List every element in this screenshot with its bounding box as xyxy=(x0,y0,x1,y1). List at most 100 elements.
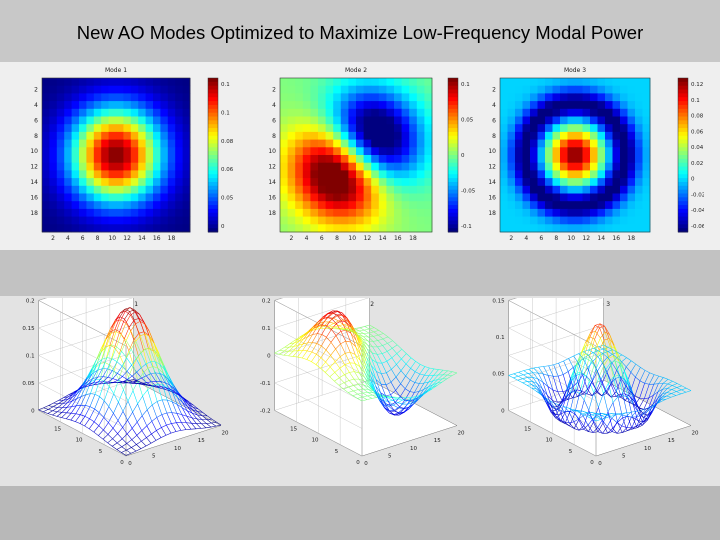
surface-mesh-line xyxy=(92,369,98,374)
heatmap-cell xyxy=(145,224,154,233)
surface-mesh-line xyxy=(622,430,628,433)
surface-mesh-line xyxy=(361,346,367,362)
surface-mesh-line xyxy=(327,310,333,315)
heatmap-cell xyxy=(153,208,161,217)
surface-mesh-line xyxy=(368,336,374,338)
heatmap-cell xyxy=(522,78,531,87)
heatmap-cell xyxy=(612,85,621,94)
surface-mesh-line xyxy=(335,343,341,350)
surface-mesh-line xyxy=(681,385,687,389)
surface-mesh-line xyxy=(404,391,411,401)
surface-mesh-line xyxy=(338,320,344,325)
surface-mesh-line xyxy=(89,418,95,423)
surface-mesh-line xyxy=(191,423,197,429)
surface-mesh-line xyxy=(642,417,648,420)
heatmap-cell xyxy=(605,78,613,87)
surface-mesh-line xyxy=(38,407,44,410)
heatmap-cell xyxy=(567,185,576,194)
colorbar-tick: 0 xyxy=(461,153,465,159)
surface-mesh-line xyxy=(404,379,411,389)
surface-mesh-line xyxy=(590,348,597,362)
surface-mesh-line xyxy=(138,333,144,351)
surface-mesh-line xyxy=(622,395,628,417)
surface-mesh-line xyxy=(359,327,365,331)
surface-mesh-line xyxy=(597,356,603,363)
heatmap-cell xyxy=(167,170,176,179)
surface-mesh-line xyxy=(334,368,340,373)
surface-y-tick: 0 xyxy=(120,460,124,466)
surface-mesh-line xyxy=(126,364,132,372)
surface-mesh-line xyxy=(552,376,559,392)
colorbar-segment xyxy=(678,208,688,214)
heatmap-cell xyxy=(333,108,342,117)
surface-mesh-line xyxy=(350,341,356,355)
surface-z-tick: 0.15 xyxy=(22,326,35,332)
heatmap-y-tick: 10 xyxy=(30,148,38,155)
surface-mesh-line xyxy=(156,414,162,418)
heatmap-cell xyxy=(363,139,372,148)
heatmap-cell xyxy=(507,78,516,87)
heatmap-cell xyxy=(56,170,65,179)
heatmap-cell xyxy=(500,193,508,202)
heatmap-cell xyxy=(552,108,561,117)
surface-mesh-line xyxy=(532,372,539,380)
heatmap-x-tick: 14 xyxy=(138,235,146,242)
surface-mesh-line xyxy=(157,383,163,400)
surface-mesh-line xyxy=(605,362,611,370)
surface-mesh-line xyxy=(171,423,177,432)
heatmap-cell xyxy=(333,216,342,225)
surface-mesh-line xyxy=(149,336,155,344)
heatmap-cell xyxy=(325,85,334,94)
heatmap-cell xyxy=(175,124,183,133)
surface-mesh-line xyxy=(338,385,344,390)
heatmap-cell xyxy=(401,139,410,148)
heatmap-cell xyxy=(409,193,418,202)
surface-mesh-line xyxy=(583,425,589,432)
surface-mesh-line xyxy=(452,371,458,374)
surface-mesh-line xyxy=(140,333,146,337)
surface-mesh-line xyxy=(358,378,365,382)
surface-mesh-line xyxy=(523,374,528,378)
surface-mesh-line xyxy=(603,357,610,366)
surface-mesh-line xyxy=(84,416,90,419)
heatmap-cell xyxy=(295,147,304,156)
surface-mesh-line xyxy=(135,321,141,325)
heatmap-cell xyxy=(590,224,598,233)
heatmap-cell xyxy=(620,131,628,140)
heatmap-cell xyxy=(567,162,576,171)
surface-mesh-line xyxy=(284,343,290,348)
surface-mesh-line xyxy=(101,338,107,352)
surface-mesh-line xyxy=(99,362,106,380)
heatmap-cell xyxy=(371,131,380,140)
surface-mesh-line xyxy=(71,412,76,414)
heatmap-cell xyxy=(642,178,651,187)
surface-mesh-line xyxy=(622,427,627,433)
surface-mesh-line xyxy=(643,408,649,415)
surface-mesh-line xyxy=(170,431,177,434)
surface-mesh-line xyxy=(610,391,617,398)
surface-mesh-line xyxy=(113,413,119,421)
surface-z-tick: 0.15 xyxy=(492,298,505,304)
heatmap-cell xyxy=(507,170,516,179)
surface-mesh-line xyxy=(528,367,534,370)
heatmap-cell xyxy=(79,85,87,94)
surface-mesh-line xyxy=(619,363,625,371)
heatmap-cell xyxy=(597,224,606,233)
heatmap-cell xyxy=(378,185,387,194)
surface-mesh-line xyxy=(80,414,86,417)
surface-mesh-line xyxy=(603,344,609,348)
heatmap-x-tick: 10 xyxy=(567,235,575,242)
surface-mesh-line xyxy=(196,418,202,420)
surface-mesh-line xyxy=(116,331,122,335)
surface-mesh-line xyxy=(126,447,132,451)
heatmap-cell xyxy=(280,178,288,187)
surface-mesh-line xyxy=(130,315,136,325)
surface-mesh-line xyxy=(349,352,356,364)
surface-mesh-line xyxy=(608,347,613,351)
surface-mesh-line xyxy=(585,343,591,347)
surface-mesh-line xyxy=(150,361,156,373)
heatmap-cell xyxy=(42,216,50,225)
heatmap-cell xyxy=(64,124,72,133)
heatmap-cell xyxy=(333,155,342,164)
surface-mesh-line xyxy=(527,381,533,385)
